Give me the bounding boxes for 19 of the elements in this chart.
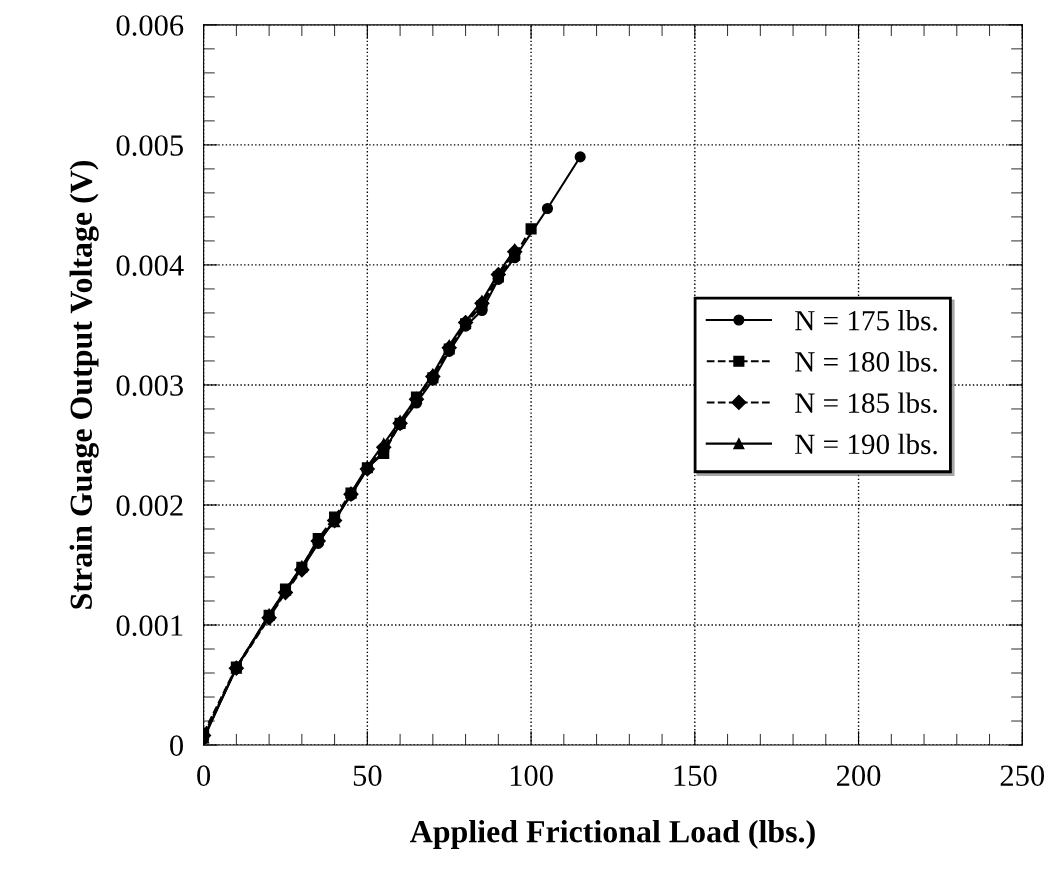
y-axis-title: Strain Guage Output Voltage (V): [69, 160, 99, 609]
x-tick-label: 200: [836, 765, 881, 786]
x-tick-label: 100: [510, 765, 553, 786]
legend-label: N = 190 lbs.: [795, 433, 937, 455]
x-tick-label: 250: [1000, 765, 1045, 786]
legend-label: N = 180 lbs.: [795, 351, 937, 372]
x-tick-label: 0: [197, 765, 211, 786]
y-tick-label: 0.004: [116, 255, 184, 276]
y-tick-label: 0.002: [116, 495, 183, 517]
legend-label: N = 185 lbs.: [795, 392, 937, 414]
y-tick-label: 0.003: [116, 375, 183, 396]
legend-label: N = 175 lbs.: [795, 309, 937, 331]
x-axis-title: Applied Frictional Load (lbs.): [410, 819, 815, 849]
y-tick-label: 0.005: [116, 135, 183, 156]
x-tick-label: 150: [674, 765, 717, 786]
y-tick-label: 0.006: [116, 15, 184, 36]
x-tick-label: 50: [353, 765, 382, 786]
y-tick-label: 0.001: [116, 615, 183, 637]
y-tick-label: 0: [170, 735, 184, 756]
